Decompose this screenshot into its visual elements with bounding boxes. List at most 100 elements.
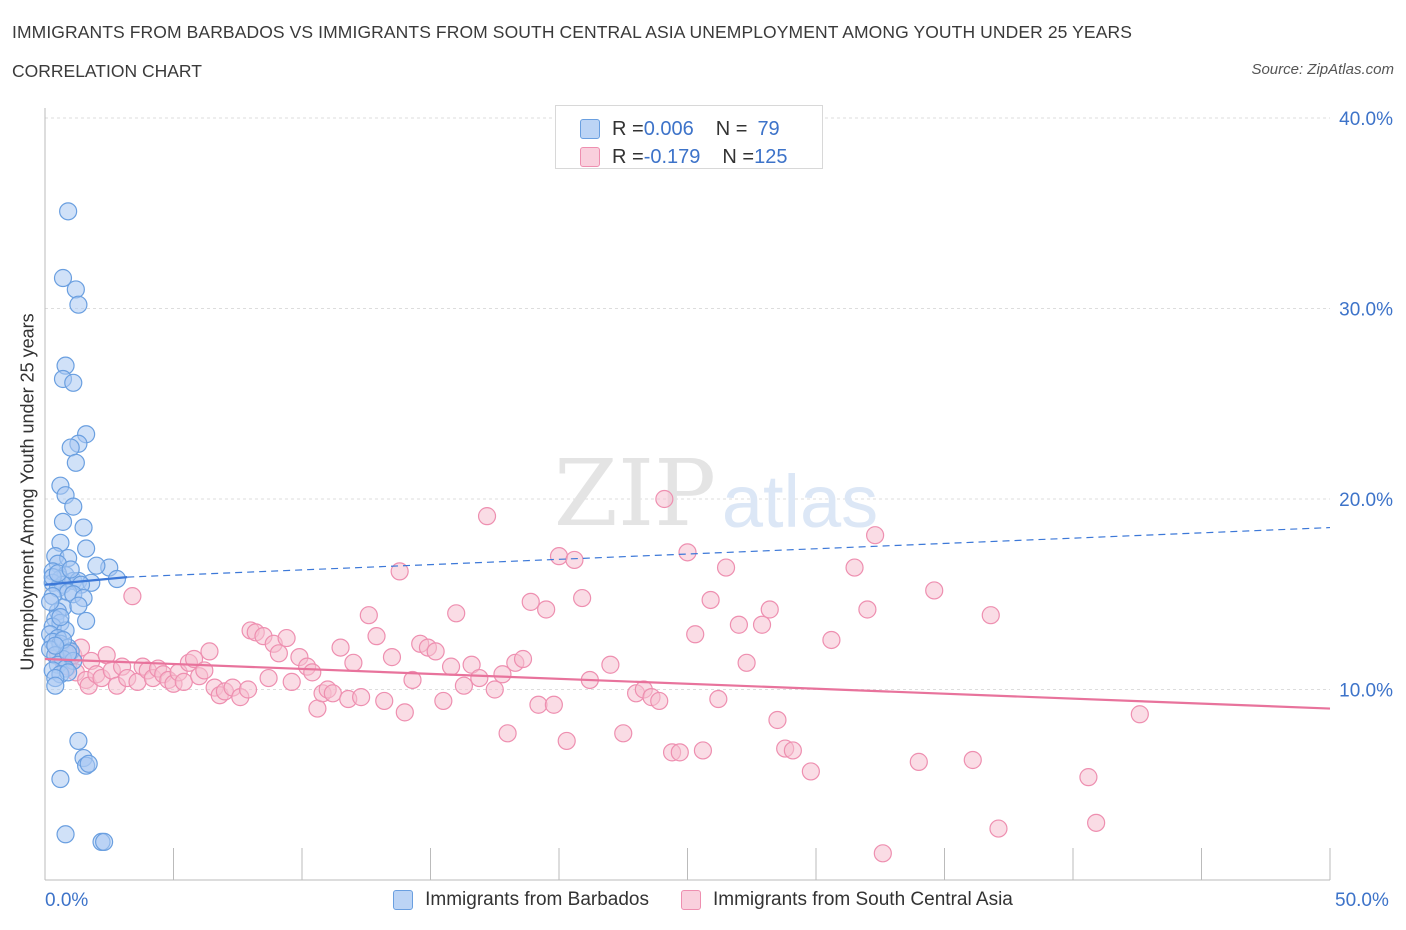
sca-swatch [580, 147, 600, 167]
barbados-point [66, 280, 85, 299]
sca-r-value: -0.179 [643, 145, 701, 168]
y-tick-label: 20.0% [1339, 490, 1393, 511]
sca-point [390, 562, 409, 581]
barbados-trend-line [44, 576, 128, 586]
sca-point [259, 668, 278, 688]
sca-point [174, 672, 193, 691]
sca-point [549, 547, 569, 566]
sca-point [565, 550, 584, 570]
sca-point [277, 628, 296, 648]
sca-trend-line [44, 657, 1331, 710]
sca-point [801, 762, 820, 781]
barbados-point [56, 825, 75, 844]
sca-point [269, 644, 288, 663]
sca-point [375, 691, 394, 711]
chart-title: IMMIGRANTS FROM BARBADOS VS IMMIGRANTS F… [12, 22, 1132, 42]
sca-point [873, 844, 892, 863]
sca-point [1087, 813, 1106, 832]
barbados-point [53, 512, 73, 531]
barbados-point [66, 453, 85, 472]
gridlines [45, 117, 1330, 690]
sca-point [655, 489, 674, 509]
sca-point [573, 588, 592, 608]
sca-point [693, 741, 713, 760]
sca-point [382, 648, 402, 667]
sca-point [477, 507, 497, 526]
barbados-point [51, 769, 70, 789]
sca-point [537, 600, 556, 619]
sca-point [650, 691, 669, 711]
sca-point [282, 672, 301, 691]
sca-point [513, 649, 533, 669]
legend-item-sca[interactable]: Immigrants from South Central Asia [680, 889, 1013, 911]
sca-point [308, 699, 327, 718]
series-south-central-asia [48, 489, 1149, 863]
sca-point [184, 649, 204, 669]
stats-legend: R = 0.006 N = 79 R = -0.179 N = 125 [555, 105, 823, 169]
trend-lines [44, 526, 1331, 710]
sca-point [426, 642, 445, 661]
y-tick-label: 10.0% [1339, 681, 1393, 702]
sca-point [331, 638, 350, 657]
sca-point [737, 653, 756, 672]
barbados-swatch [580, 119, 600, 139]
sca-point [462, 655, 481, 674]
barbados-point [61, 560, 80, 579]
sca-legend-swatch [680, 890, 701, 910]
barbados-point [69, 596, 88, 615]
sca-point [557, 731, 576, 751]
sca-point [434, 691, 453, 711]
barbados-n-value: 79 [757, 117, 780, 140]
sca-point [716, 558, 736, 577]
barbados-point [74, 518, 93, 537]
watermark-atlas: atlas [722, 460, 878, 543]
sca-point [441, 657, 461, 676]
source-label: Source: ZipAtlas.com [1251, 61, 1394, 78]
barbados-point [69, 295, 88, 314]
y-tick-label: 30.0% [1339, 300, 1393, 321]
n-label: N = [715, 117, 748, 140]
sca-point [866, 526, 885, 545]
x-tick-min: 0.0% [45, 890, 89, 911]
sca-point [670, 743, 689, 762]
sca-point [367, 627, 386, 646]
sca-point [1079, 768, 1098, 787]
sca-point [963, 750, 982, 770]
sca-point [701, 590, 720, 610]
sca-point [344, 653, 363, 672]
sca-point [989, 819, 1008, 838]
sca-point [544, 695, 563, 714]
barbados-point [41, 592, 60, 611]
barbados-point [77, 611, 96, 631]
barbados-point [46, 636, 65, 655]
sca-point [845, 558, 864, 577]
sca-point [123, 587, 142, 606]
sca-point [783, 741, 802, 760]
sca-point [200, 642, 219, 661]
barbados-point [95, 832, 114, 852]
sca-point [352, 688, 371, 707]
barbados-point [69, 731, 88, 751]
sca-point [601, 655, 620, 674]
y-tick-label: 40.0% [1339, 109, 1393, 130]
sca-point [858, 600, 877, 619]
r-label: R = [612, 145, 644, 168]
barbados-point [59, 202, 78, 221]
sca-point [678, 543, 697, 562]
axes [44, 108, 1331, 881]
stats-row-sca: R = -0.179 N = 125 [580, 143, 787, 171]
y-axis-label: Unemployment Among Youth under 25 years [17, 313, 38, 671]
x-tick-max: 50.0% [1335, 890, 1389, 911]
legend-item-barbados[interactable]: Immigrants from Barbados [393, 889, 649, 911]
sca-legend-label: Immigrants from South Central Asia [712, 889, 1013, 910]
sca-point [498, 724, 517, 743]
sca-n-value: 125 [754, 145, 788, 168]
barbados-point [46, 676, 65, 695]
sca-point [822, 630, 841, 650]
barbados-legend-swatch [393, 890, 414, 910]
sca-point [752, 615, 772, 634]
sca-point [768, 710, 787, 730]
sca-point [454, 676, 474, 695]
sca-point [614, 724, 633, 743]
